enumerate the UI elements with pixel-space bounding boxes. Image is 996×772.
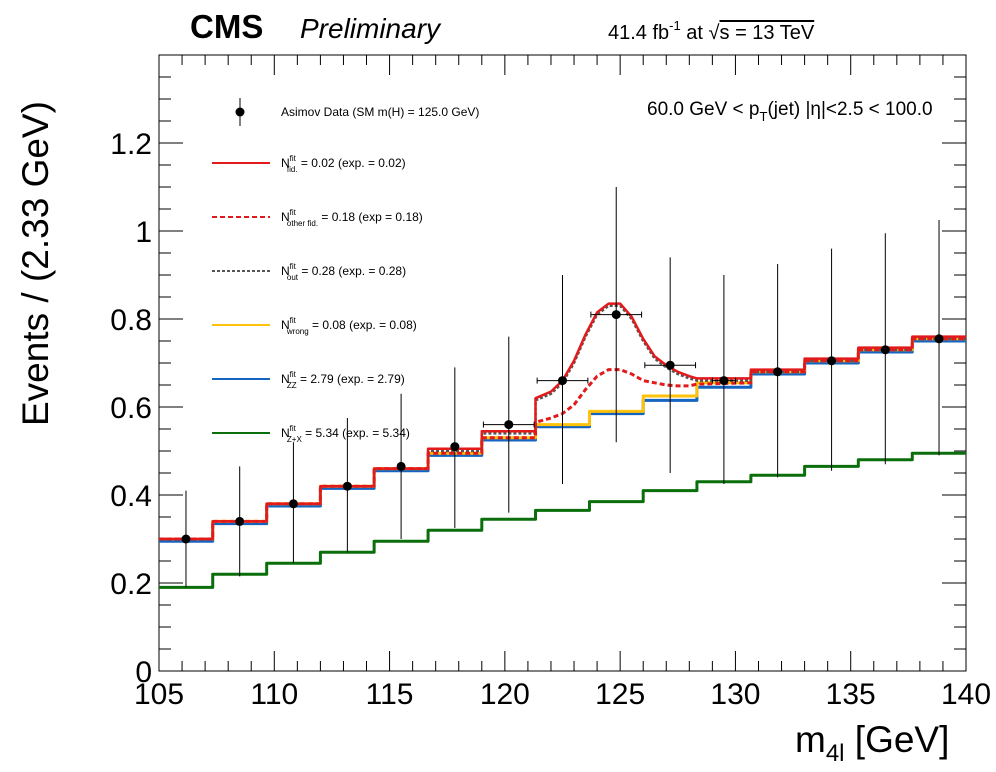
- legend-entry-fid: Nfit fid. = 0.02 (exp. = 0.02): [212, 154, 406, 174]
- legend-entry-zz: Nfit ZZ = 2.79 (exp. = 2.79): [212, 370, 405, 390]
- data-point-marker: [181, 534, 191, 544]
- data-point: [235, 466, 245, 577]
- data-point-marker: [558, 376, 567, 386]
- lumi-label: 41.4 fb-1 at √s = 13 TeV: [608, 18, 815, 44]
- data-point-marker: [773, 367, 783, 377]
- data-point: [288, 442, 298, 564]
- data-point-marker: [342, 481, 352, 491]
- y-tick-label: 0.8: [110, 304, 152, 337]
- x-tick-label: 135: [826, 678, 876, 711]
- legend-label: Nfit ZZ = 2.79 (exp. = 2.79): [281, 370, 405, 390]
- legend-label: Nfit out = 0.28 (exp. = 0.28): [281, 262, 406, 282]
- data-point: [396, 393, 406, 539]
- x-tick-label: 110: [250, 678, 298, 711]
- data-point-marker: [719, 376, 729, 386]
- status-label: Preliminary: [300, 13, 442, 44]
- data-point-marker: [396, 461, 406, 471]
- legend-label: Nfit other fid. = 0.18 (exp = 0.18): [281, 208, 423, 228]
- legend-label: Asimov Data (SM m(H) = 125.0 GeV): [281, 105, 479, 119]
- series-fid: [159, 302, 966, 541]
- data-point: [644, 257, 697, 473]
- y-tick-labels: 0 0.2 0.4 0.6 0.8 1 1.2: [110, 128, 152, 689]
- legend-entry-wrong: Nfit wrong = 0.08 (exp. = 0.08): [212, 316, 417, 336]
- legend: Asimov Data (SM m(H) = 125.0 GeV) Nfit fid…: [212, 98, 479, 444]
- cut-label: 60.0 GeV < pT(jet) |η|<2.5 < 100.0: [647, 99, 933, 124]
- data-point-marker: [880, 345, 890, 355]
- data-point-marker: [504, 420, 514, 430]
- data-point: [536, 275, 589, 484]
- data-point: [827, 248, 837, 471]
- data-point-marker: [665, 360, 675, 370]
- series-zx: [159, 451, 966, 589]
- legend-entry-data: Asimov Data (SM m(H) = 125.0 GeV): [235, 98, 479, 126]
- y-tick-label: 0.4: [110, 480, 152, 513]
- plot-frame: [158, 54, 967, 672]
- experiment-label: CMS: [190, 8, 263, 45]
- data-point: [773, 264, 783, 478]
- data-point: [934, 220, 944, 456]
- data-point: [450, 367, 460, 528]
- legend-entry-other_fid: Nfit other fid. = 0.18 (exp = 0.18): [212, 208, 423, 228]
- data-point: [342, 418, 352, 553]
- data-point: [711, 275, 736, 484]
- x-tick-label: 130: [710, 678, 760, 711]
- data-point: [482, 336, 535, 513]
- y-tick-label: 0: [135, 656, 152, 689]
- legend-label: Nfit Z+X = 5.34 (exp. = 5.34): [281, 424, 410, 444]
- data-points: [181, 187, 944, 588]
- legend-entry-out: Nfit out = 0.28 (exp. = 0.28): [212, 262, 406, 282]
- x-tick-label: 125: [595, 678, 645, 711]
- series-other_fid: [159, 337, 966, 541]
- y-tick-label: 1: [135, 216, 152, 249]
- x-tick-label: 140: [941, 678, 991, 711]
- legend-label: Nfit fid. = 0.02 (exp. = 0.02): [281, 154, 406, 174]
- x-tick-label: 115: [366, 678, 414, 711]
- data-point-marker: [288, 499, 298, 509]
- legend-marker: [235, 107, 245, 117]
- x-tick-label: 105: [134, 678, 184, 711]
- y-axis-title: Events / (2.33 GeV): [15, 101, 56, 426]
- data-point: [880, 233, 890, 465]
- x-axis-title: m4l [GeV]: [795, 719, 949, 767]
- y-tick-label: 0.6: [110, 392, 152, 425]
- x-tick-label: 120: [480, 678, 530, 711]
- y-tick-label: 1.2: [110, 128, 152, 161]
- data-point-marker: [934, 334, 944, 344]
- data-point-marker: [827, 356, 837, 366]
- y-tick-label: 0.2: [110, 568, 152, 601]
- data-point-marker: [611, 310, 621, 320]
- data-point-marker: [450, 442, 460, 452]
- legend-entry-zx: Nfit Z+X = 5.34 (exp. = 5.34): [212, 424, 410, 444]
- data-point: [590, 187, 643, 443]
- data-point-marker: [235, 516, 245, 526]
- data-point: [181, 490, 191, 588]
- x-tick-labels: 105 110 115 120 125 130 135 140: [134, 678, 991, 711]
- legend-label: Nfit wrong = 0.08 (exp. = 0.08): [281, 316, 417, 336]
